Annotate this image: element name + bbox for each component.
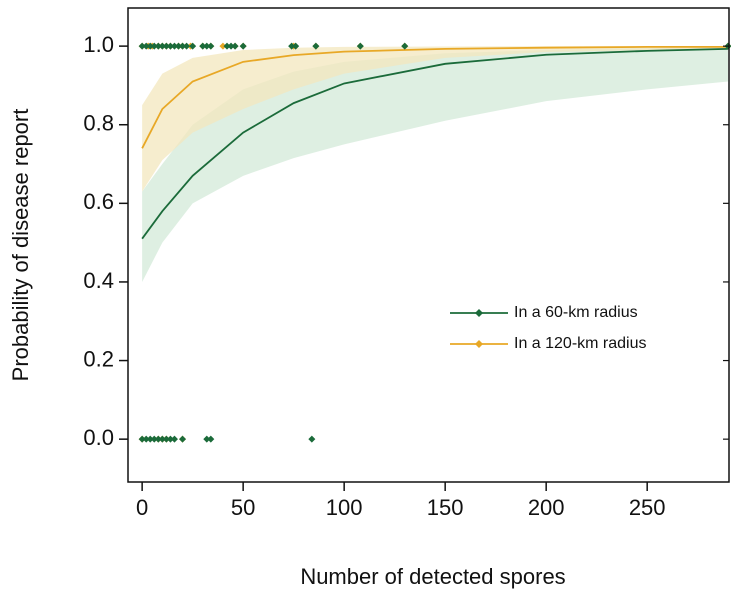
x-tick-label: 0 [136,495,148,520]
y-tick-label: 1.0 [83,32,114,57]
data-point [179,42,187,50]
data-point [183,42,191,50]
fit-line [141,47,729,240]
data-point [175,42,183,50]
x-tick-label: 150 [427,495,464,520]
x-tick-label: 100 [326,495,363,520]
x-tick-label: 50 [231,495,255,520]
data-point [166,42,174,50]
data-point [166,435,174,443]
data-point [162,435,170,443]
data-point [150,435,158,443]
data-point [138,42,146,50]
data-point [154,42,162,50]
plot [141,46,729,282]
data-point [288,42,296,50]
data-point [219,42,227,50]
data-point [223,42,231,50]
data-point [203,435,211,443]
x-tick-label: 200 [528,495,565,520]
y-tick-label: 0.8 [83,111,114,136]
data-point [227,42,235,50]
confidence-band [142,46,728,192]
data-point [150,42,158,50]
data-point [312,42,320,50]
data-point [207,435,215,443]
y-axis-title: Probability of disease report [8,109,33,382]
data-point [142,42,150,50]
fit-line [141,46,728,149]
legend-marker [475,309,483,317]
data-point [146,435,154,443]
legend-marker [475,340,483,348]
data-point [207,42,215,50]
data-point [142,435,150,443]
data-point [154,435,162,443]
y-tick-label: 0.4 [83,268,114,293]
data-point [292,42,300,50]
y-tick-label: 0.0 [83,425,114,450]
data-point [170,435,178,443]
data-point [203,42,211,50]
data-point [138,435,146,443]
data-point [146,42,154,50]
data-point [401,42,409,50]
data-point [170,42,178,50]
data-point [199,42,207,50]
data-point [158,435,166,443]
x-tick-label: 250 [629,495,666,520]
data-point [231,42,239,50]
data-point [158,42,166,50]
y-tick-label: 0.6 [83,189,114,214]
data-point [239,42,247,50]
plot-frame [127,7,730,483]
x-axis-title: Number of detected spores [300,564,565,589]
data-point [179,435,187,443]
legend-label: In a 60-km radius [514,304,638,321]
data-point [189,42,197,50]
y-tick-label: 0.2 [83,346,114,371]
data-point [356,42,364,50]
data-point [308,435,316,443]
data-point [162,42,170,50]
legend-label: In a 120-km radius [514,335,647,352]
